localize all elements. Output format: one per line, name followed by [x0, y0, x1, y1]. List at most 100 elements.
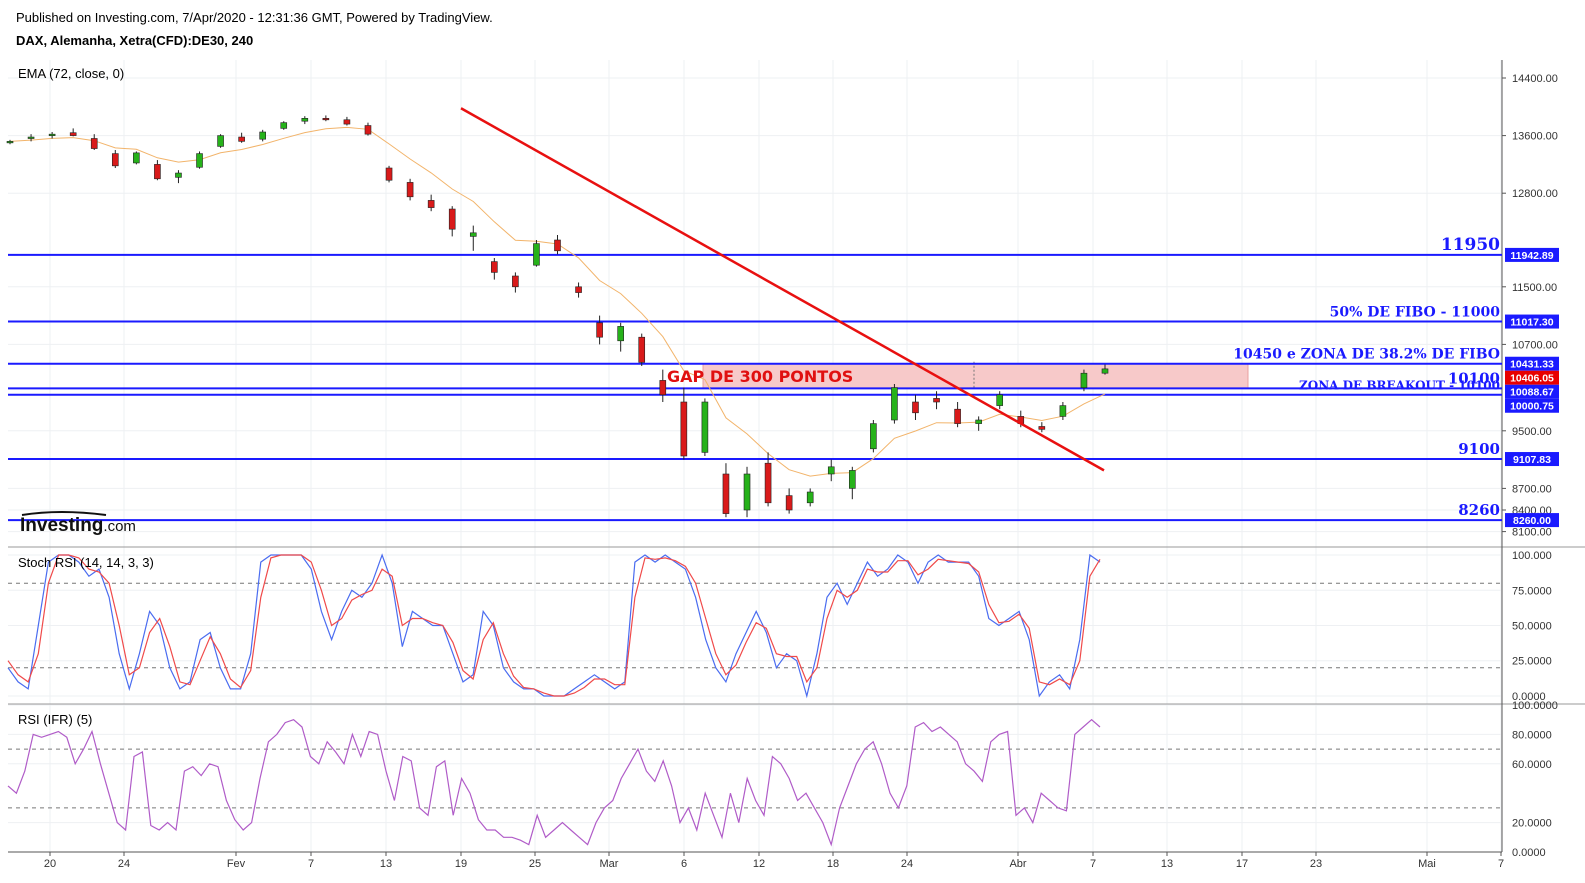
- candle-body: [48, 133, 56, 136]
- x-tick-label: 17: [1236, 858, 1248, 870]
- level-label: 10450 e ZONA DE 38.2% DE FIBO: [1233, 347, 1500, 363]
- price-badge-label: 8260.00: [1513, 515, 1551, 527]
- x-tick-label: 6: [681, 858, 687, 870]
- trend-line-path: [460, 107, 1105, 472]
- stoch-y-tick-label: 100.000: [1512, 550, 1552, 562]
- price-badge-label: 10406.05: [1510, 373, 1554, 385]
- candle-body: [90, 138, 98, 149]
- candle-body: [343, 119, 351, 125]
- x-axis: 20 24 Fev 7 13 19 25 Mar 6 12 18 24 Abr 7 13 17 23 Mai 7: [44, 852, 1504, 870]
- y-tick-label: 14400.00: [1512, 73, 1558, 85]
- x-tick-label: 25: [529, 858, 541, 870]
- gap-label: GAP DE 300 PONTOS: [667, 367, 853, 386]
- rsi-y-tick-label: 60.0000: [1512, 759, 1552, 771]
- candle-body: [238, 136, 245, 142]
- candle-body: [69, 132, 77, 136]
- candle-body: [1038, 426, 1046, 430]
- candle-body: [659, 380, 667, 396]
- rsi-path: [7, 718, 1101, 847]
- x-tick-label: 19: [455, 858, 467, 870]
- rsi-line: [7, 718, 1101, 847]
- candle-body: [1101, 368, 1109, 374]
- candle-body: [111, 153, 119, 167]
- symbol-title: DAX, Alemanha, Xetra(CFD):DE30, 240: [16, 33, 253, 48]
- stoch-y-tick-label: 25.0000: [1512, 656, 1552, 668]
- candle-body: [27, 136, 35, 139]
- candle-body: [175, 172, 182, 178]
- candle-body: [469, 232, 477, 237]
- y-tick-label: 9500.00: [1512, 426, 1552, 438]
- candle-body: [933, 398, 940, 403]
- candle-body: [596, 322, 603, 338]
- price-badge-label: 11942.89: [1510, 250, 1553, 262]
- candle-body: [1059, 405, 1067, 417]
- gap-zone: [702, 361, 1249, 389]
- candle-body: [533, 243, 540, 266]
- candle-body: [427, 200, 435, 208]
- trend-line: [460, 107, 1105, 472]
- candle-body: [364, 125, 372, 135]
- x-tick-label: 18: [827, 858, 839, 870]
- candle-body: [912, 401, 919, 414]
- candle-body: [996, 394, 1004, 406]
- stoch-pane-title: Stoch RSI (14, 14, 3, 3): [18, 555, 154, 570]
- x-tick-label: Mar: [600, 858, 619, 870]
- x-tick-label: 13: [380, 858, 392, 870]
- price-badge: [1505, 247, 1559, 262]
- x-tick-label: 7: [1090, 858, 1096, 870]
- stoch-y-tick-label: 50.0000: [1512, 621, 1552, 633]
- candle-body: [806, 491, 814, 504]
- candle-body: [870, 423, 877, 450]
- price-badge-label: 10000.75: [1510, 401, 1554, 413]
- price-badge: [1505, 314, 1559, 329]
- candlesticks: [6, 115, 1109, 518]
- price-badge: [1505, 398, 1559, 413]
- x-tick-label: 20: [44, 858, 56, 870]
- level-labels: 11950 50% DE FIBO - 11000 10450 e ZONA DE …: [1233, 235, 1500, 519]
- candle-body: [301, 118, 309, 122]
- y-tick-label: 13600.00: [1512, 131, 1558, 143]
- logo-brand: Investing: [20, 515, 103, 536]
- price-badge-label: 10088.67: [1510, 387, 1554, 399]
- published-caption: Published on Investing.com, 7/Apr/2020 -…: [16, 10, 493, 25]
- x-tick-label: 7: [308, 858, 314, 870]
- rsi-y-tick-label: 0.0000: [1512, 847, 1546, 859]
- ema-line: [9, 126, 1106, 477]
- candle-body: [217, 135, 224, 147]
- y-axis: 14400.00 13600.00 12800.00 11500.00 10700.00…: [1502, 73, 1558, 859]
- candle-body: [680, 401, 688, 457]
- x-tick-label: 23: [1310, 858, 1322, 870]
- level-label: 8260: [1458, 501, 1500, 519]
- price-badge-label: 10431.33: [1510, 359, 1554, 371]
- price-badge: [1505, 356, 1559, 371]
- price-badge-label: 9107.83: [1513, 454, 1551, 466]
- candle-body: [617, 326, 624, 342]
- x-tick-label: Mai: [1418, 858, 1436, 870]
- candle-body: [827, 466, 835, 475]
- x-tick-label: 24: [118, 858, 130, 870]
- price-badge: [1505, 513, 1559, 528]
- candle-body: [448, 208, 456, 230]
- x-tick-label: Fev: [227, 858, 246, 870]
- level-label: 50% DE FIBO - 11000: [1330, 305, 1501, 321]
- candle-body: [785, 495, 793, 511]
- candle-body: [764, 462, 772, 504]
- y-tick-label: 8700.00: [1512, 483, 1552, 495]
- price-badge-label: 11017.30: [1510, 317, 1553, 329]
- stoch-y-tick-label: 75.0000: [1512, 585, 1552, 597]
- support-resistance-levels: [8, 253, 1502, 522]
- gap-label-text: GAP DE 300 PONTOS: [667, 367, 853, 386]
- ema-path: [9, 126, 1106, 477]
- candle-body: [891, 387, 898, 421]
- candle-body: [701, 401, 709, 453]
- candle-body: [954, 408, 961, 424]
- candle-body: [154, 164, 161, 180]
- candle-body: [512, 275, 519, 288]
- candle-body: [722, 473, 730, 514]
- candle-body: [133, 152, 140, 164]
- rsi-pane-title: RSI (IFR) (5): [18, 712, 92, 727]
- level-label: 11950: [1441, 235, 1500, 255]
- candle-body: [196, 153, 203, 168]
- grid-lines: [8, 60, 1585, 853]
